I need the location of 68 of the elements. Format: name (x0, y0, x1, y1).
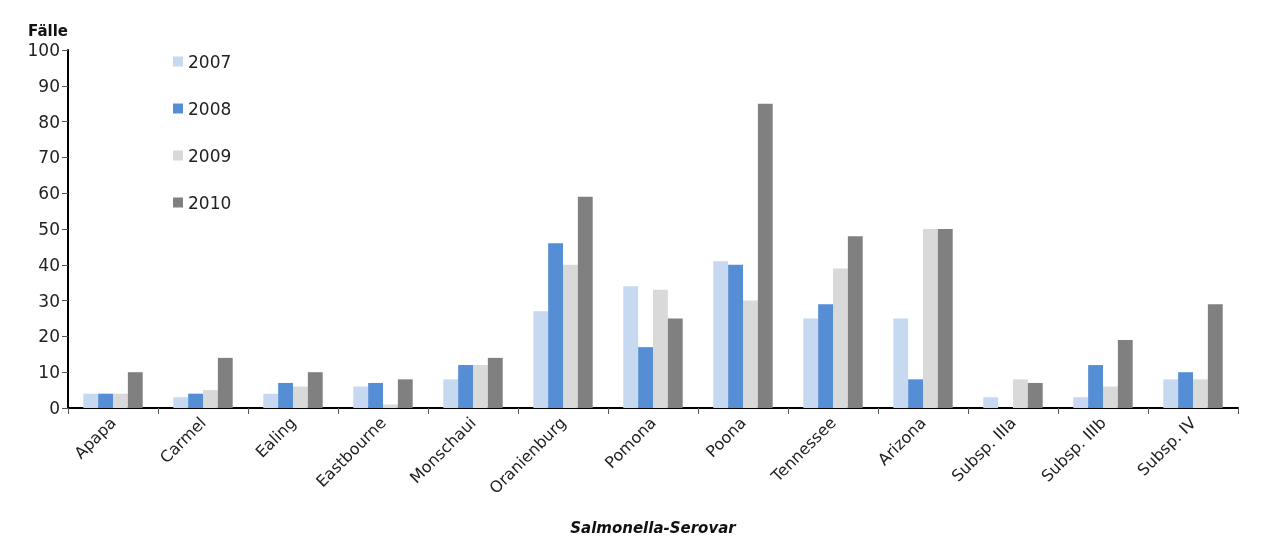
bar (577, 196, 593, 408)
legend-label: 2010 (188, 192, 232, 213)
bar (563, 264, 578, 408)
bar (743, 300, 758, 408)
bar (188, 393, 203, 408)
bar (757, 103, 773, 408)
bar (1103, 386, 1118, 408)
y-tick-label: 90 (38, 75, 60, 96)
bar (263, 393, 279, 408)
bar (113, 393, 128, 408)
bar (368, 382, 383, 408)
bar (728, 264, 743, 408)
bar (307, 372, 323, 408)
bar (1193, 379, 1208, 408)
bar (278, 382, 293, 408)
bar (847, 236, 863, 408)
bar (293, 386, 308, 408)
bar (1088, 365, 1103, 408)
bar (1163, 379, 1179, 408)
y-tick-label: 20 (38, 326, 60, 347)
y-tick-label: 70 (38, 147, 60, 168)
bar (1117, 339, 1133, 408)
bar (1207, 304, 1223, 408)
legend-label: 2008 (188, 98, 232, 119)
legend-label: 2007 (188, 51, 232, 72)
y-tick-label: 0 (49, 398, 60, 418)
bar (638, 347, 653, 408)
bar (397, 379, 413, 408)
y-tick-label: 60 (38, 183, 60, 204)
bar (713, 261, 729, 408)
bar (983, 397, 999, 408)
y-tick-label: 80 (38, 111, 60, 132)
bar (458, 365, 473, 408)
bar (1178, 372, 1193, 408)
bar (83, 393, 99, 408)
legend-label: 2009 (188, 145, 232, 166)
bar (908, 379, 923, 408)
bar (803, 318, 819, 408)
bar (173, 397, 189, 408)
y-tick-label: 50 (38, 219, 60, 239)
bar (98, 393, 113, 408)
bar (203, 390, 218, 408)
bar (217, 357, 233, 408)
y-tick-label: 100 (27, 40, 60, 60)
bar (127, 372, 143, 408)
bar (653, 289, 668, 408)
bar (1027, 382, 1043, 408)
bar (383, 404, 398, 408)
bar (473, 365, 488, 408)
bar (548, 243, 563, 408)
bar (623, 286, 639, 408)
bar (833, 268, 848, 408)
bar (1013, 379, 1028, 408)
bar (487, 357, 503, 408)
y-tick-label: 30 (38, 290, 60, 311)
bar (937, 229, 953, 408)
y-tick-label: 10 (38, 362, 60, 383)
bar (923, 229, 938, 408)
bar (443, 379, 459, 408)
bar (533, 311, 549, 408)
bar (818, 304, 833, 408)
y-tick-label: 40 (38, 254, 60, 275)
bar (893, 318, 909, 408)
y-axis-title: Fälle (28, 21, 68, 40)
bar (1073, 397, 1089, 408)
bar (667, 318, 683, 408)
bar (353, 386, 369, 408)
x-axis-title: Salmonella-Serovar (570, 518, 738, 537)
